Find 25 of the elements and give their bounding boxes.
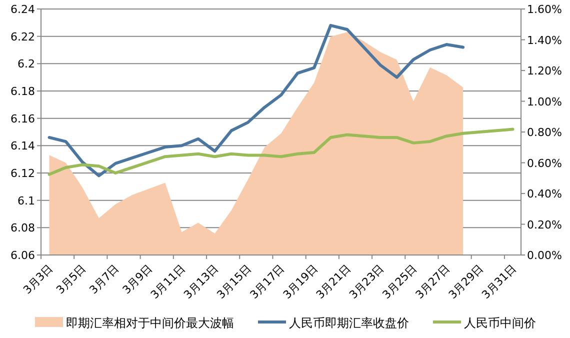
y-tick-label: 6.22 bbox=[10, 30, 35, 44]
y-tick-label: 6.06 bbox=[10, 249, 35, 262]
y2-tick-label: 1.20% bbox=[527, 64, 562, 78]
legend-label: 即期汇率相对于中间价最大波幅 bbox=[66, 316, 234, 330]
y-tick-label: 6.2 bbox=[18, 58, 35, 71]
legend-label: 人民币即期汇率收盘价 bbox=[289, 316, 409, 330]
y2-tick-label: 1.60% bbox=[527, 3, 562, 16]
y-tick-label: 6.08 bbox=[10, 222, 35, 235]
y2-tick-label: 0.80% bbox=[527, 126, 562, 139]
y2-tick-label: 0.40% bbox=[527, 188, 562, 200]
y2-tick-label: 1.40% bbox=[527, 34, 562, 47]
y2-tick-label: 0.20% bbox=[527, 218, 562, 232]
y-tick-label: 6.16 bbox=[10, 112, 35, 126]
y2-tick-label: 1.00% bbox=[527, 95, 562, 108]
x-tick-label: 3月3日 bbox=[20, 262, 56, 297]
x-tick-label: 3月5日 bbox=[54, 262, 88, 297]
y-tick-label: 6.1 bbox=[18, 194, 35, 208]
y2-tick-label: 0.60% bbox=[527, 156, 562, 170]
y-tick-label: 6.14 bbox=[10, 140, 35, 153]
y-tick-label: 6.18 bbox=[10, 85, 35, 98]
x-tick-label: 3月7日 bbox=[86, 262, 122, 297]
y-tick-label: 6.24 bbox=[10, 3, 35, 16]
legend-label: 人民币中间价 bbox=[464, 316, 536, 330]
y-tick-label: 6.12 bbox=[10, 167, 35, 180]
y2-tick-label: 0.00% bbox=[527, 249, 562, 262]
